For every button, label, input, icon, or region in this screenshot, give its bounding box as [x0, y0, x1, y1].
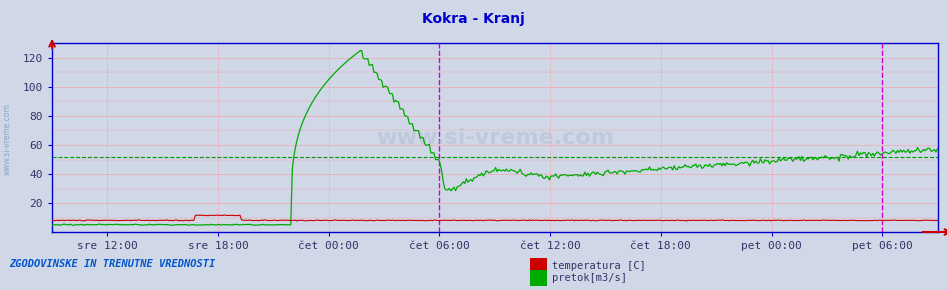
Text: temperatura [C]: temperatura [C] [552, 261, 646, 271]
Text: Kokra - Kranj: Kokra - Kranj [422, 12, 525, 26]
Text: www.si-vreme.com: www.si-vreme.com [376, 128, 614, 148]
Text: ZGODOVINSKE IN TRENUTNE VREDNOSTI: ZGODOVINSKE IN TRENUTNE VREDNOSTI [9, 259, 216, 269]
Text: www.si-vreme.com: www.si-vreme.com [3, 103, 12, 175]
Text: pretok[m3/s]: pretok[m3/s] [552, 273, 627, 283]
